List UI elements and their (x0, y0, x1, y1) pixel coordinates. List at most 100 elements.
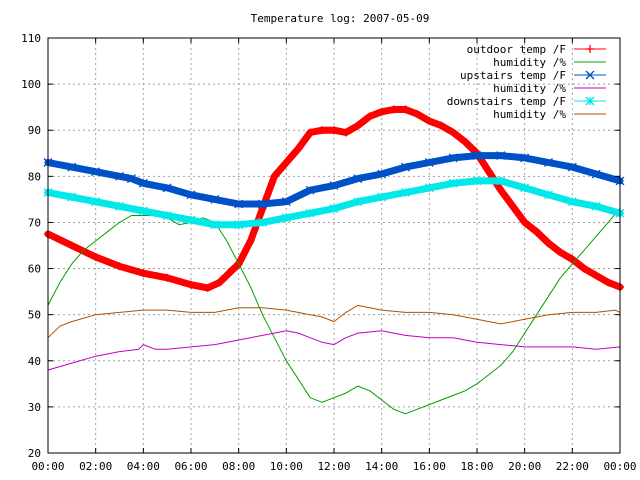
data-point (215, 278, 224, 287)
data-point (567, 162, 577, 172)
data-point (91, 167, 101, 177)
data-point (329, 181, 339, 191)
data-point (591, 169, 601, 179)
legend-label: humidity /% (493, 108, 566, 121)
series-markers-2 (43, 151, 625, 209)
data-point (401, 162, 410, 172)
y-tick-label: 110 (21, 32, 41, 45)
data-point (544, 190, 553, 200)
data-point (580, 264, 589, 273)
x-tick-label: 00:00 (603, 460, 636, 473)
data-point (592, 271, 601, 280)
data-point (365, 112, 374, 121)
data-point (448, 153, 458, 163)
series-lines (43, 105, 625, 415)
data-point (377, 169, 387, 179)
series-line-3 (47, 330, 621, 371)
grid-lines (48, 38, 620, 453)
y-tick-label: 40 (28, 355, 41, 368)
data-point (544, 239, 553, 248)
data-point (210, 220, 220, 230)
series-line-5 (47, 304, 621, 339)
data-point (305, 208, 315, 218)
data-point (139, 269, 148, 278)
data-point (210, 194, 220, 204)
data-point (496, 186, 505, 195)
data-point (281, 197, 291, 207)
x-tick-label: 08:00 (222, 460, 255, 473)
data-point (496, 176, 506, 186)
data-point (520, 218, 529, 227)
data-point (377, 192, 387, 202)
data-point (591, 201, 601, 211)
data-point (413, 110, 422, 119)
data-point (294, 144, 303, 153)
data-point (306, 128, 315, 137)
y-tick-label: 30 (28, 401, 41, 414)
data-point (282, 158, 291, 167)
data-point (425, 117, 434, 125)
x-tick-label: 18:00 (460, 460, 493, 473)
data-point (401, 105, 410, 114)
data-point (246, 236, 255, 245)
legend-label: downstairs temp /F (447, 95, 566, 108)
data-point (437, 121, 446, 130)
data-point (270, 172, 279, 181)
series-line-2 (44, 152, 624, 208)
data-point (163, 273, 172, 282)
data-point (318, 126, 327, 135)
data-point (532, 227, 541, 236)
data-point (508, 202, 517, 211)
data-point (424, 158, 434, 167)
data-point (91, 197, 101, 207)
data-point (496, 151, 506, 161)
x-tick-label: 00:00 (31, 460, 64, 473)
y-tick-label: 50 (28, 309, 41, 322)
data-point (281, 213, 291, 223)
x-tick-label: 06:00 (174, 460, 207, 473)
x-tick-label: 20:00 (508, 460, 541, 473)
data-point (401, 188, 410, 197)
x-tick-label: 14:00 (365, 460, 398, 473)
data-point (126, 174, 136, 184)
y-tick-label: 100 (21, 78, 41, 91)
data-point (203, 283, 212, 292)
data-point (556, 248, 565, 257)
data-point (389, 105, 398, 114)
data-point (234, 220, 244, 230)
y-tick-label: 70 (28, 216, 41, 229)
data-point (484, 167, 493, 176)
series-line-1 (47, 208, 621, 415)
data-point (353, 197, 363, 207)
data-point (67, 192, 77, 202)
x-tick-label: 22:00 (556, 460, 589, 473)
legend-label: outdoor temp /F (467, 43, 566, 56)
data-point (186, 215, 196, 225)
data-point (461, 137, 470, 146)
data-point (424, 183, 434, 193)
data-point (341, 128, 350, 137)
x-tick-label: 04:00 (127, 460, 160, 473)
data-point (568, 255, 577, 264)
data-point (258, 199, 267, 209)
data-point (67, 241, 76, 250)
data-point (115, 262, 124, 271)
y-tick-label: 60 (28, 263, 41, 276)
data-point (186, 190, 196, 200)
data-point (520, 153, 530, 163)
data-point (138, 206, 148, 216)
data-point (448, 178, 458, 188)
data-point (67, 162, 77, 172)
data-point (449, 128, 458, 137)
data-point (520, 183, 530, 193)
data-point (330, 126, 338, 135)
data-point (567, 197, 577, 207)
data-point (544, 158, 553, 167)
y-tick-label: 90 (28, 124, 41, 137)
data-point (162, 183, 172, 193)
data-point (585, 96, 595, 106)
y-tick-label: 80 (28, 170, 41, 183)
legend-label: humidity /% (493, 82, 566, 95)
